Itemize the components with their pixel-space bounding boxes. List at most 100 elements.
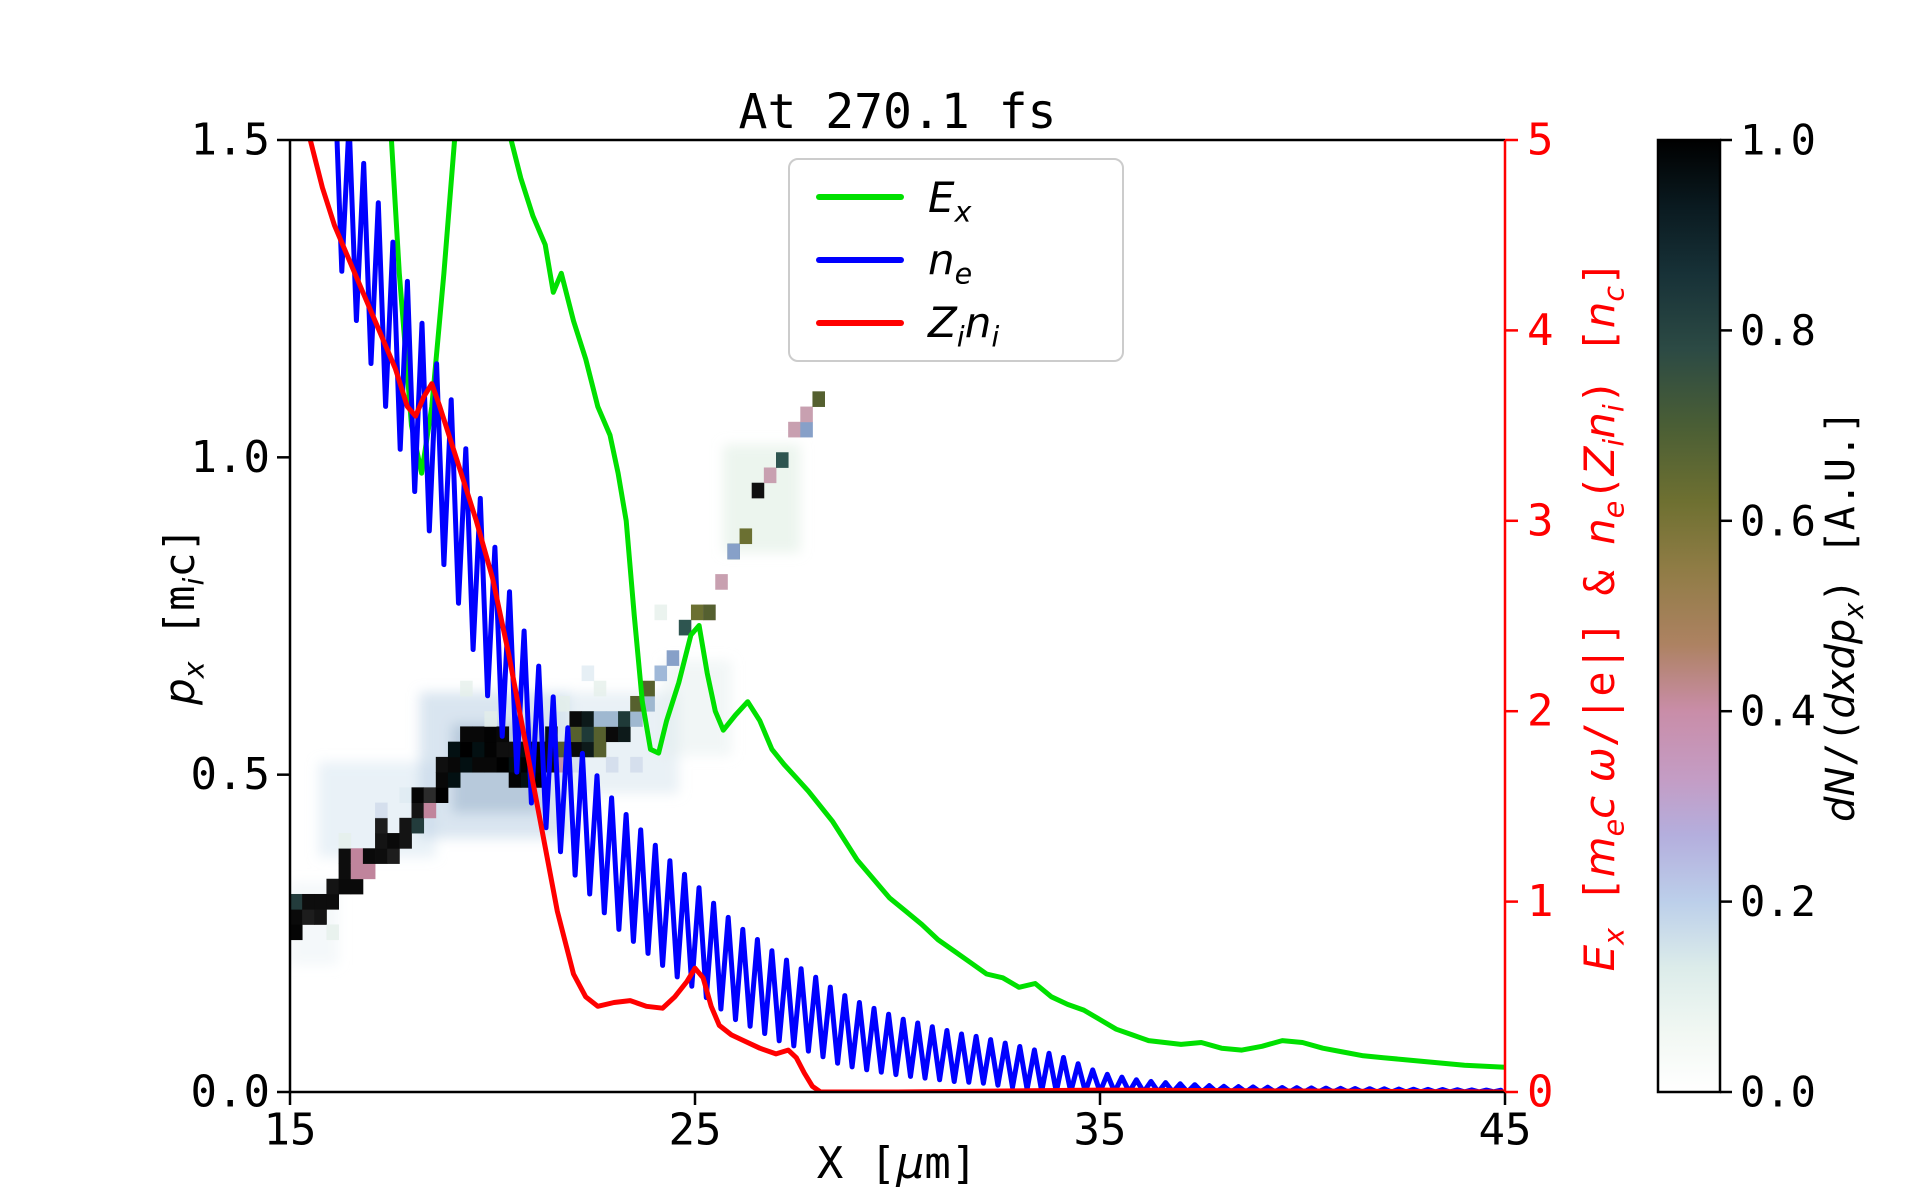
heatmap-cell bbox=[605, 726, 619, 743]
heatmap-cell bbox=[690, 604, 704, 621]
heatmap-cell bbox=[569, 726, 582, 743]
heatmap-cell bbox=[484, 711, 497, 727]
yleft-tick-label: 1.5 bbox=[191, 115, 270, 166]
heatmap-halo-region bbox=[723, 444, 801, 553]
heatmap-cell bbox=[375, 848, 388, 864]
heatmap-cell bbox=[630, 695, 643, 712]
heatmap-cell bbox=[460, 680, 473, 697]
colorbar-tick-label: 1.0 bbox=[1740, 116, 1816, 165]
legend-item: ne bbox=[816, 235, 1096, 291]
heatmap-cell bbox=[739, 528, 753, 545]
heatmap-cell bbox=[338, 878, 352, 895]
heatmap-cell bbox=[618, 726, 631, 743]
yright-tick-label: 4 bbox=[1527, 305, 1554, 356]
heatmap-cell bbox=[642, 680, 655, 697]
heatmap-cell bbox=[411, 787, 425, 803]
heatmap-cell bbox=[472, 741, 485, 758]
heatmap-cell bbox=[338, 833, 352, 849]
axes-spines-ticks bbox=[277, 138, 1518, 1105]
heatmap-cell bbox=[338, 863, 352, 880]
heatmap-cell bbox=[350, 848, 364, 864]
heatmap-cell bbox=[290, 909, 303, 925]
y-axis-label-right: Ex [mec ω/|e|] & ne(Zini) [nc] bbox=[1575, 260, 1631, 972]
yright-tick-label: 2 bbox=[1527, 686, 1554, 737]
curve-ex bbox=[388, 140, 1505, 1070]
heatmap-cell bbox=[423, 802, 437, 819]
colorbar-tick-label: 0.0 bbox=[1740, 1068, 1816, 1117]
heatmap-cell bbox=[350, 863, 364, 880]
heatmap-cell bbox=[326, 924, 339, 941]
heatmap-cell bbox=[703, 604, 716, 621]
heatmap-cell bbox=[800, 421, 813, 438]
heatmap-cell bbox=[302, 893, 315, 910]
heatmap-cell bbox=[435, 756, 449, 773]
colorbar-tick-label: 0.8 bbox=[1740, 306, 1816, 355]
colorbar-gradient bbox=[1658, 140, 1720, 1092]
heatmap-cell bbox=[362, 863, 376, 880]
x-axis-label: X [μm] bbox=[816, 1138, 978, 1189]
heatmap-cell bbox=[496, 756, 510, 773]
yleft-tick-label: 1.0 bbox=[191, 432, 270, 483]
heatmap-cell bbox=[472, 756, 485, 773]
heatmap-cell bbox=[399, 787, 412, 803]
heatmap-cell bbox=[666, 650, 680, 666]
heatmap-cell bbox=[630, 711, 643, 727]
heatmap-cell bbox=[569, 711, 582, 727]
heatmap-cell bbox=[472, 726, 485, 743]
heatmap-cell bbox=[375, 833, 388, 849]
heatmap-cell bbox=[399, 817, 412, 834]
x-tick-label: 35 bbox=[1074, 1105, 1127, 1156]
heatmap-cell bbox=[362, 848, 376, 864]
heatmap-cell bbox=[678, 619, 692, 636]
legend-label: ne bbox=[928, 235, 973, 291]
heatmap-cell bbox=[314, 909, 327, 925]
yright-tick-label: 3 bbox=[1527, 495, 1554, 546]
heatmap-cell bbox=[375, 802, 388, 819]
colorbar-label: dN/(dxdpx) [A.U.] bbox=[1818, 409, 1870, 823]
legend-line-sample bbox=[816, 194, 904, 201]
x-tick-label: 25 bbox=[669, 1105, 722, 1156]
curves bbox=[307, 140, 1505, 1092]
heatmap-cell bbox=[447, 741, 461, 758]
heatmap-cell bbox=[654, 665, 668, 682]
heatmap-cell bbox=[338, 848, 352, 864]
heatmap-cell bbox=[326, 878, 339, 895]
heatmap-cell bbox=[788, 421, 801, 438]
legend: Ex ne Zini bbox=[788, 158, 1124, 362]
heatmap-cell bbox=[290, 893, 303, 910]
heatmap-cell bbox=[435, 787, 449, 803]
heatmap-cell bbox=[460, 756, 473, 773]
heatmap-cell bbox=[411, 802, 425, 819]
heatmap-halo-region bbox=[662, 660, 732, 756]
heatmap-cell bbox=[484, 756, 497, 773]
colorbar-tick-label: 0.2 bbox=[1740, 877, 1816, 926]
heatmap-cell bbox=[569, 741, 582, 758]
heatmap-cell bbox=[776, 452, 789, 468]
yleft-tick-label: 0.0 bbox=[191, 1067, 270, 1118]
colorbar-tick-label: 0.6 bbox=[1740, 496, 1816, 545]
y-axis-label-left: px [mic] bbox=[155, 527, 211, 705]
heatmap-cell bbox=[618, 711, 631, 727]
heatmap-cell bbox=[314, 893, 327, 910]
colorbar-tick-label: 0.4 bbox=[1740, 687, 1816, 736]
yleft-tick-label: 0.5 bbox=[191, 749, 270, 800]
heatmap-cell bbox=[654, 604, 668, 621]
heatmap-cell bbox=[411, 817, 425, 834]
heatmap-cell bbox=[581, 726, 595, 743]
heatmap-cell bbox=[302, 909, 315, 925]
heatmap-halo bbox=[290, 444, 801, 966]
yright-tick-label: 1 bbox=[1527, 876, 1554, 927]
heatmap-cell bbox=[435, 772, 449, 788]
heatmap-cell bbox=[326, 893, 339, 910]
legend-item: Ex bbox=[816, 173, 1096, 225]
heatmap-cell bbox=[423, 787, 437, 803]
heatmap-cell bbox=[350, 878, 364, 895]
heatmap-cell bbox=[496, 741, 510, 758]
heatmap-cell bbox=[387, 848, 400, 864]
heatmap-cell bbox=[812, 391, 825, 407]
heatmap-cell bbox=[593, 680, 607, 697]
heatmap-cell bbox=[447, 772, 461, 788]
legend-item: Zini bbox=[816, 298, 1096, 351]
heatmap-cell bbox=[484, 741, 497, 758]
